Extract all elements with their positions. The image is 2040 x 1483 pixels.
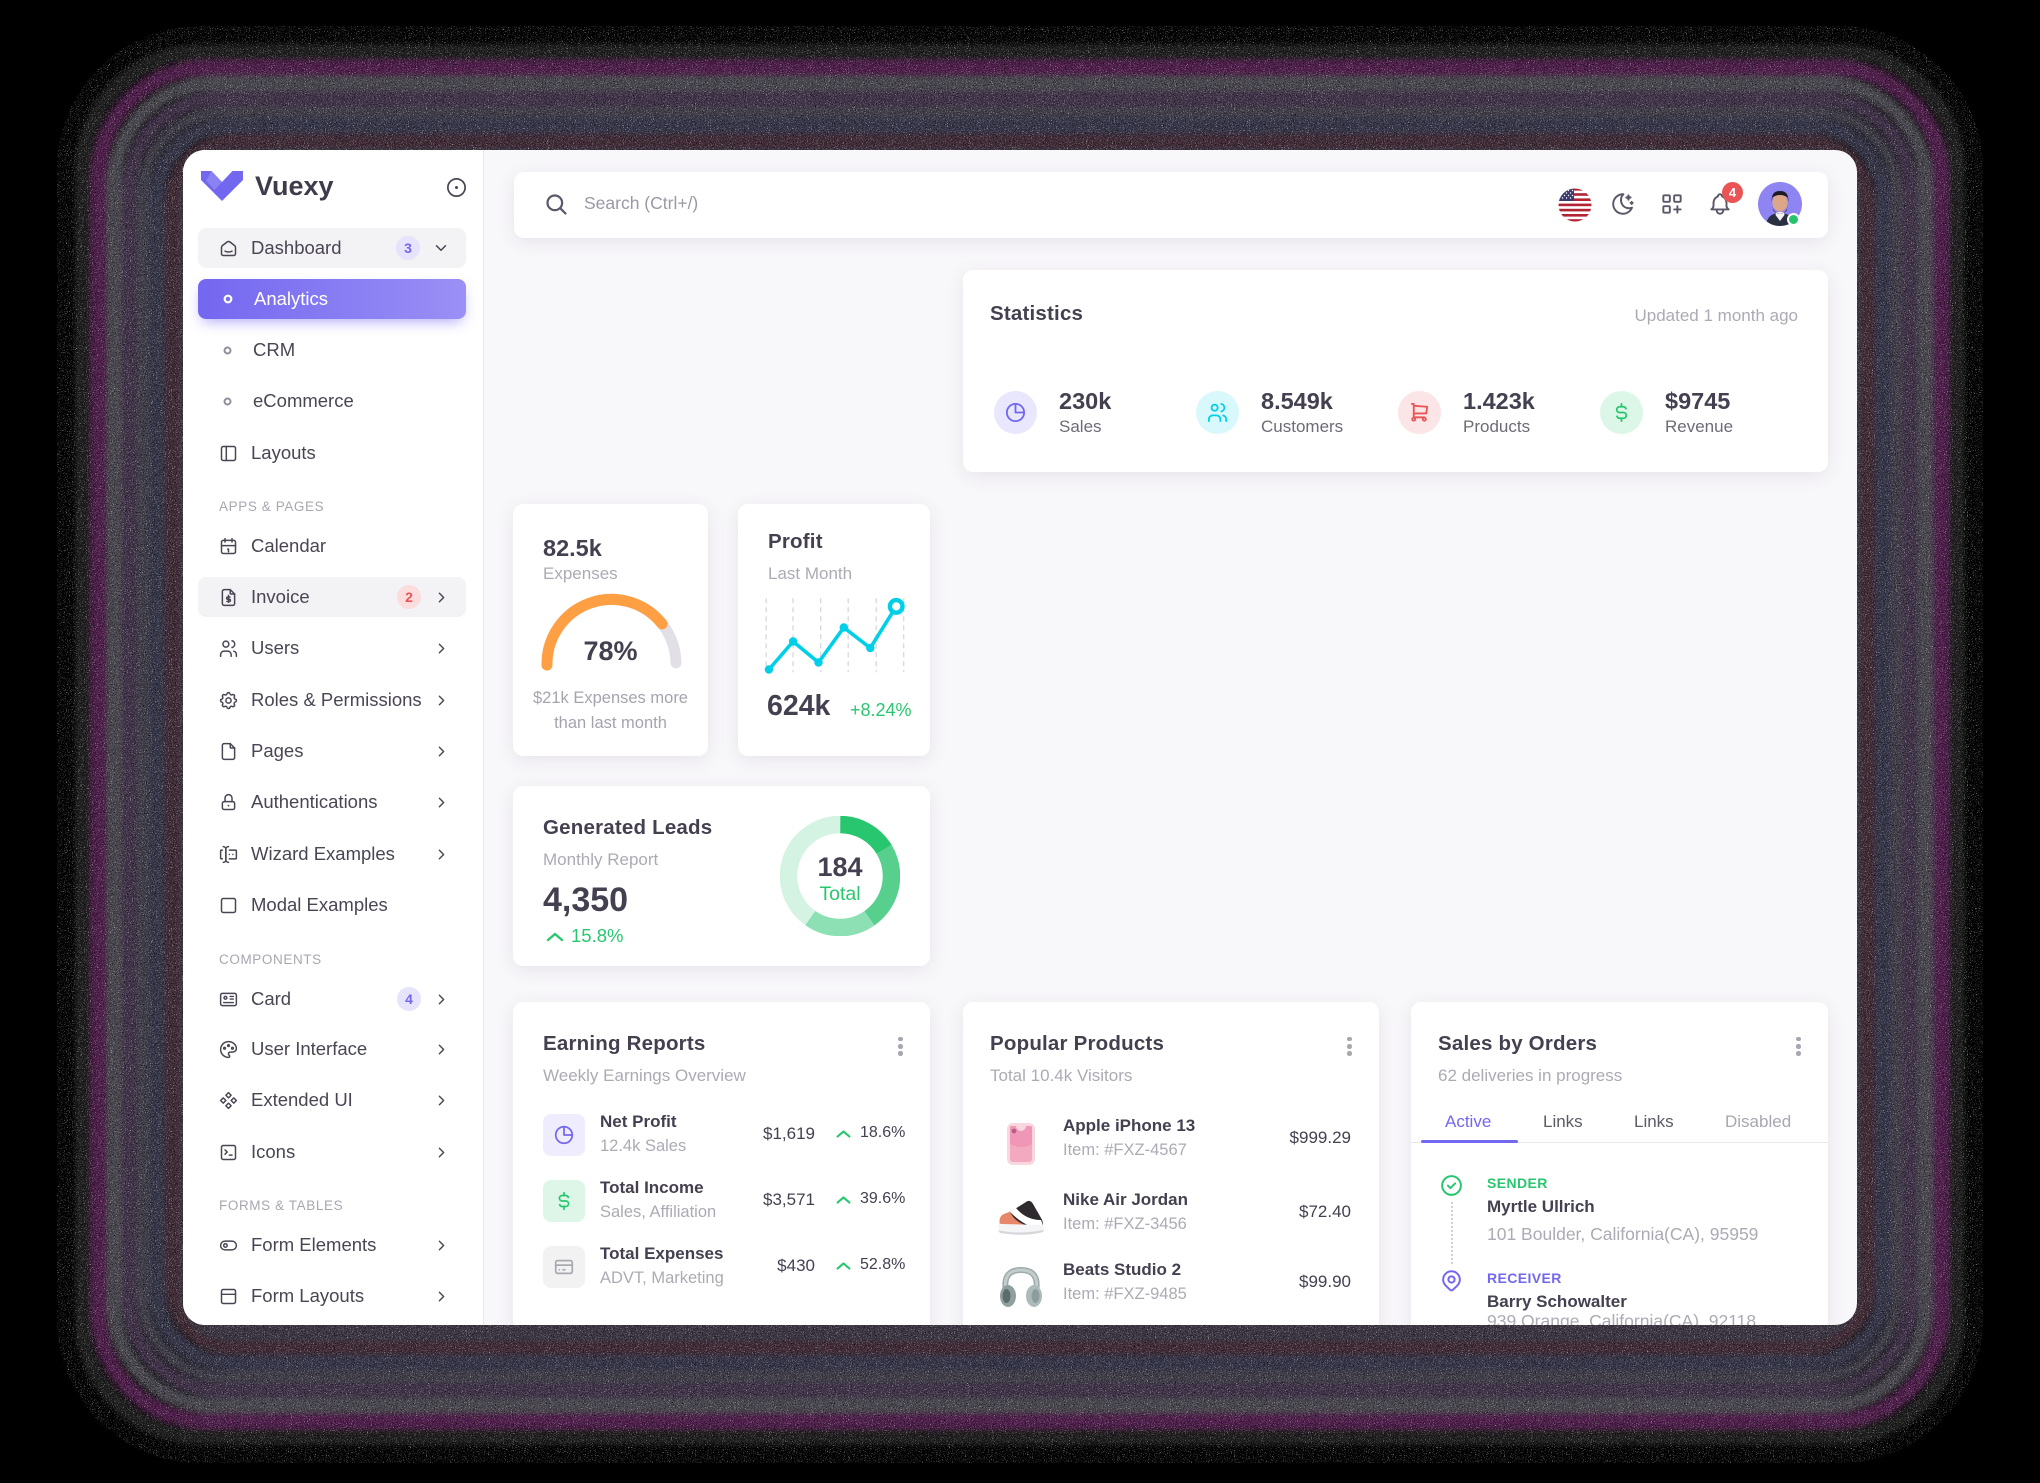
svg-text:Total: Total [819, 883, 860, 905]
svg-text:184: 184 [817, 852, 862, 882]
